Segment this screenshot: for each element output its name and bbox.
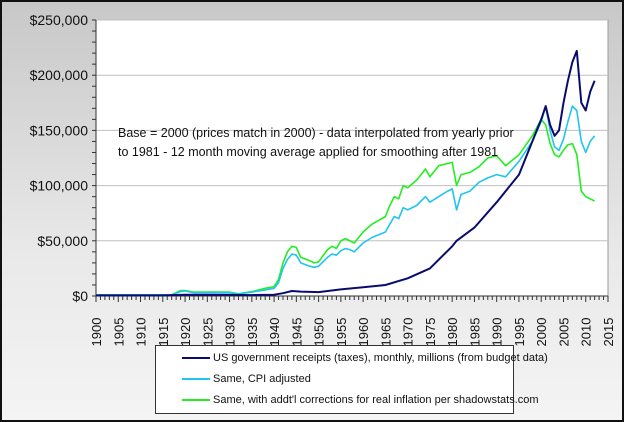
x-tick-label: 2015 [601, 318, 616, 347]
x-tick-label: 1905 [111, 318, 126, 347]
legend-label: US government receipts (taxes), monthly,… [213, 352, 548, 364]
legend-swatch-navy [182, 357, 210, 359]
series-line-cpi-adjusted [96, 105, 596, 296]
x-tick-label: 1930 [223, 318, 238, 347]
chart-annotation: Base = 2000 (prices match in 2000) - dat… [118, 124, 514, 162]
y-tick-label: $50,000 [37, 233, 88, 249]
y-tick-label: $200,000 [30, 67, 89, 83]
annotation-line-1: Base = 2000 (prices match in 2000) - dat… [118, 126, 514, 140]
x-tick-label: 1910 [134, 318, 149, 347]
x-tick-label: 2010 [579, 318, 594, 347]
x-tick-label: 1970 [401, 318, 416, 347]
y-tick-label: $250,000 [30, 12, 89, 28]
x-tick-label: 1990 [490, 318, 505, 347]
annotation-line-2: to 1981 - 12 month moving average applie… [118, 145, 499, 159]
x-tick-label: 1935 [245, 318, 260, 347]
x-tick-label: 2000 [534, 318, 549, 347]
y-tick-label: $0 [72, 288, 88, 304]
series-line-shadowstats [96, 118, 595, 296]
legend-item-shadowstats: Same, with addt'l corrections for real i… [182, 393, 539, 407]
x-tick-label: 2005 [556, 318, 571, 347]
legend-label: Same, CPI adjusted [213, 373, 311, 385]
x-tick-label: 1960 [356, 318, 371, 347]
x-tick-label: 1900 [89, 318, 104, 347]
legend-label: Same, with addt'l corrections for real i… [213, 394, 539, 406]
y-tick-label: $100,000 [30, 178, 89, 194]
legend: US government receipts (taxes), monthly,… [155, 345, 548, 414]
x-tick-label: 1995 [512, 318, 527, 347]
legend-item-cpi: Same, CPI adjusted [182, 372, 311, 386]
legend-swatch-green [182, 399, 210, 401]
x-tick-label: 1920 [178, 318, 193, 347]
series-line-receipts [96, 49, 596, 297]
x-tick-label: 1915 [156, 318, 171, 347]
legend-item-receipts: US government receipts (taxes), monthly,… [182, 351, 548, 365]
x-tick-label: 1955 [334, 318, 349, 347]
legend-swatch-cyan [182, 378, 210, 380]
x-tick-label: 1925 [200, 318, 215, 347]
x-tick-label: 1985 [467, 318, 482, 347]
x-tick-label: 1950 [312, 318, 327, 347]
x-tick-label: 1940 [267, 318, 282, 347]
x-tick-label: 1965 [378, 318, 393, 347]
x-tick-label: 1980 [445, 318, 460, 347]
y-tick-label: $150,000 [30, 122, 89, 138]
x-tick-label: 1975 [423, 318, 438, 347]
x-tick-label: 1945 [289, 318, 304, 347]
